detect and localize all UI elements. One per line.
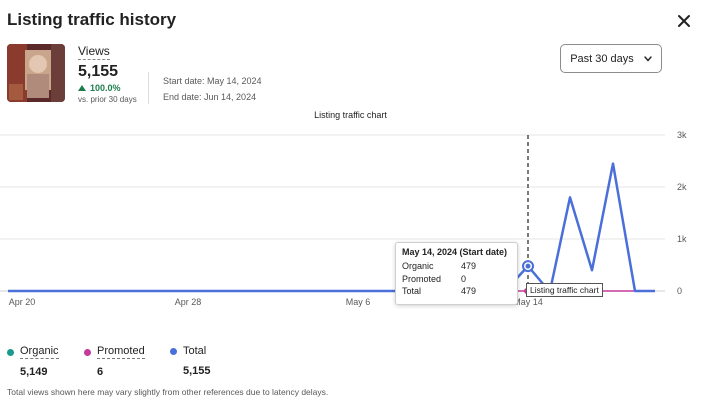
y-tick-label: 3k <box>677 130 687 140</box>
views-change-value: 100.0% <box>90 83 121 93</box>
tooltip-row: Total 479 <box>402 285 511 298</box>
x-tick-label: Apr 20 <box>9 297 36 307</box>
tooltip-row-label: Promoted <box>402 273 442 284</box>
views-value: 5,155 <box>78 63 119 80</box>
y-tick-label: 0 <box>677 286 682 296</box>
legend-organic[interactable]: Organic 5,149 <box>7 345 59 378</box>
chart-label-tooltip: Listing traffic chart <box>526 283 603 297</box>
tooltip-row-value: 479 <box>461 261 477 272</box>
legend-value: 5,149 <box>20 366 48 378</box>
summary-divider <box>148 72 149 104</box>
legend-value: 6 <box>97 366 104 378</box>
x-tick-label: May 6 <box>346 297 371 307</box>
close-icon <box>678 15 690 27</box>
x-tick-label: May 14 <box>513 297 543 307</box>
date-range-select[interactable]: Past 30 days <box>560 44 662 73</box>
y-tick-label: 2k <box>677 182 687 192</box>
chart-tooltip: May 14, 2024 (Start date) Organic 479 Pr… <box>395 242 518 305</box>
views-change: 100.0% <box>78 83 121 93</box>
organic-dot-icon <box>7 348 14 356</box>
legend-label: Promoted <box>97 345 145 359</box>
total-dot-icon <box>170 348 177 355</box>
tooltip-row-value: 0 <box>461 273 467 284</box>
legend-promoted[interactable]: Promoted 6 <box>84 345 145 378</box>
end-date: End date: Jun 14, 2024 <box>163 92 257 102</box>
tooltip-row-label: Organic <box>402 261 434 272</box>
series-line-total <box>8 162 655 293</box>
views-change-subtext: vs. prior 30 days <box>78 95 137 104</box>
legend-label: Organic <box>20 345 59 359</box>
highlight-point-core <box>525 263 531 269</box>
promoted-dot-icon <box>84 348 91 356</box>
listing-thumbnail <box>7 44 65 102</box>
chart-title: Listing traffic chart <box>314 110 387 120</box>
views-label[interactable]: Views <box>78 44 110 60</box>
tooltip-row-value: 479 <box>461 286 477 297</box>
footnote: Total views shown here may vary slightly… <box>7 387 329 397</box>
y-tick-label: 1k <box>677 234 687 244</box>
tooltip-row-label: Total <box>402 286 422 297</box>
date-range-value: Past 30 days <box>570 52 634 65</box>
start-date: Start date: May 14, 2024 <box>163 76 262 86</box>
chevron-down-icon <box>644 55 652 62</box>
legend-value: 5,155 <box>183 365 211 377</box>
tooltip-row: Promoted 0 <box>402 273 511 286</box>
close-button[interactable] <box>671 8 697 34</box>
legend-label: Total <box>183 345 207 357</box>
arrow-up-icon <box>78 85 86 91</box>
legend-total[interactable]: Total 5,155 <box>170 345 211 377</box>
x-tick-label: Apr 28 <box>175 297 202 307</box>
page-title: Listing traffic history <box>7 10 177 29</box>
tooltip-title: May 14, 2024 (Start date) <box>402 247 508 257</box>
tooltip-row: Organic 479 <box>402 260 511 273</box>
